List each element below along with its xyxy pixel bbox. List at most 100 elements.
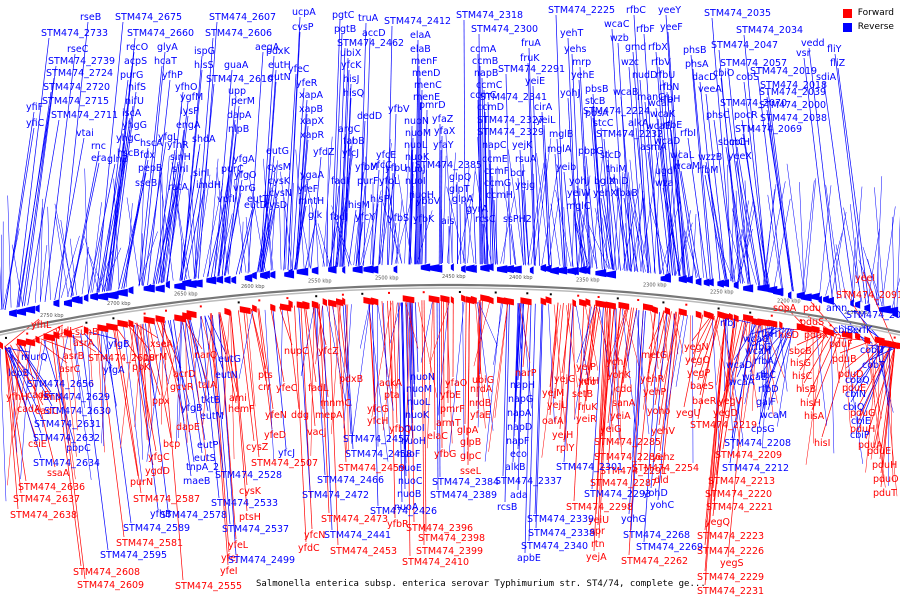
gene-label: STM474_2630 bbox=[44, 406, 111, 417]
gene-label: wcaB bbox=[742, 372, 767, 383]
reverse-connector bbox=[759, 219, 769, 287]
gene-label: wcaD bbox=[726, 360, 752, 371]
gene-label: wzb bbox=[610, 33, 629, 44]
gene-label: cbiH bbox=[729, 137, 750, 148]
reverse-connector bbox=[491, 187, 496, 265]
gene-label: xseA bbox=[150, 339, 173, 350]
reverse-connector bbox=[857, 346, 891, 431]
scale-label: 2450 kbp bbox=[442, 274, 466, 280]
reverse-connector bbox=[805, 178, 817, 293]
forward-connector bbox=[176, 318, 182, 443]
gene-label: pduA bbox=[858, 440, 883, 451]
gene-tick bbox=[143, 312, 146, 315]
forward-connector bbox=[477, 302, 482, 428]
gene-label: pta bbox=[384, 390, 400, 401]
gene-label: fadI bbox=[331, 176, 349, 187]
forward-connector bbox=[865, 345, 896, 440]
gene-label: STM474_2291 bbox=[498, 64, 565, 75]
reverse-connector bbox=[185, 318, 206, 441]
reverse-connector bbox=[141, 233, 143, 285]
reverse-gene-glyph bbox=[264, 270, 270, 279]
forward-connector bbox=[843, 337, 851, 428]
reverse-connector bbox=[578, 204, 598, 269]
legend-label-reverse: Reverse bbox=[857, 22, 894, 32]
gene-label: ygdD bbox=[145, 466, 170, 477]
reverse-connector bbox=[750, 186, 770, 287]
forward-connector bbox=[573, 304, 585, 502]
gene-label: wcaM bbox=[760, 410, 787, 421]
reverse-connector bbox=[667, 103, 686, 277]
reverse-connector bbox=[101, 247, 122, 291]
gene-label: sseL bbox=[460, 466, 482, 477]
reverse-connector bbox=[287, 31, 301, 271]
gene-label: STM474_2327 bbox=[477, 115, 544, 126]
reverse-connector bbox=[208, 158, 219, 277]
reverse-connector bbox=[647, 151, 665, 275]
gene-label: wza bbox=[655, 178, 674, 189]
gene-label: mnmC bbox=[320, 398, 352, 409]
forward-gene-glyph bbox=[402, 295, 415, 304]
forward-connector bbox=[777, 328, 793, 427]
gene-label: rfbV bbox=[651, 57, 671, 68]
forward-connector bbox=[148, 320, 172, 439]
forward-connector bbox=[845, 342, 878, 369]
forward-connector bbox=[522, 303, 532, 409]
forward-gene-glyph bbox=[879, 339, 891, 348]
forward-connector bbox=[69, 335, 78, 431]
gene-label: STM474_2329 bbox=[477, 127, 544, 138]
reverse-connector bbox=[628, 172, 638, 272]
forward-connector bbox=[744, 324, 761, 367]
gene-label: yfcG bbox=[367, 404, 389, 415]
reverse-connector bbox=[520, 169, 526, 265]
reverse-connector bbox=[241, 221, 244, 274]
reverse-connector bbox=[16, 37, 50, 308]
gene-label: ccmC bbox=[476, 80, 503, 91]
forward-connector bbox=[33, 339, 47, 402]
reverse-gene-glyph bbox=[288, 268, 293, 277]
reverse-gene-glyph bbox=[480, 264, 490, 273]
reverse-connector bbox=[105, 329, 132, 524]
forward-gene-glyph bbox=[540, 297, 547, 306]
reverse-connector bbox=[548, 198, 560, 266]
gene-label: bcp bbox=[163, 439, 180, 450]
forward-connector bbox=[805, 334, 825, 465]
reverse-connector bbox=[819, 185, 832, 295]
gene-label: phsC bbox=[706, 110, 730, 121]
gene-label: engA bbox=[176, 120, 201, 131]
reverse-connector bbox=[355, 221, 364, 267]
forward-connector bbox=[617, 307, 632, 411]
gene-label: nuoA bbox=[394, 502, 419, 513]
gene-label: ccmG bbox=[484, 178, 511, 189]
gene-label: yfcC bbox=[371, 160, 392, 171]
gene-label: yfgA bbox=[233, 154, 255, 165]
gene-label: glpQ bbox=[449, 172, 471, 183]
reverse-connector bbox=[510, 223, 517, 266]
reverse-connector bbox=[834, 53, 867, 305]
forward-connector bbox=[115, 325, 142, 494]
forward-connector bbox=[593, 305, 606, 552]
gene-label: nuoM bbox=[406, 384, 432, 395]
gene-label: cadA bbox=[17, 404, 41, 415]
reverse-connector bbox=[298, 307, 311, 491]
gene-label: yeiL bbox=[536, 115, 556, 126]
forward-gene-glyph bbox=[721, 312, 730, 321]
reverse-connector bbox=[379, 167, 397, 265]
gene-label: yfcK bbox=[341, 60, 362, 71]
gene-label: yfhL bbox=[31, 320, 52, 331]
forward-connector bbox=[136, 324, 144, 460]
forward-gene-glyph bbox=[708, 312, 714, 321]
reverse-connector bbox=[158, 173, 181, 284]
reverse-gene-glyph bbox=[864, 304, 871, 313]
forward-connector bbox=[97, 328, 125, 538]
gene-tick bbox=[458, 291, 461, 293]
forward-connector bbox=[714, 318, 732, 406]
gene-label: wcaF bbox=[648, 98, 672, 109]
forward-connector bbox=[371, 302, 392, 418]
reverse-connector bbox=[223, 192, 242, 276]
gene-label: yeeF bbox=[660, 22, 683, 33]
forward-gene-glyph bbox=[450, 296, 454, 305]
reverse-connector bbox=[622, 183, 641, 270]
gene-label: ccmE bbox=[482, 154, 508, 165]
reverse-connector bbox=[666, 150, 681, 274]
forward-gene-glyph bbox=[664, 307, 670, 316]
